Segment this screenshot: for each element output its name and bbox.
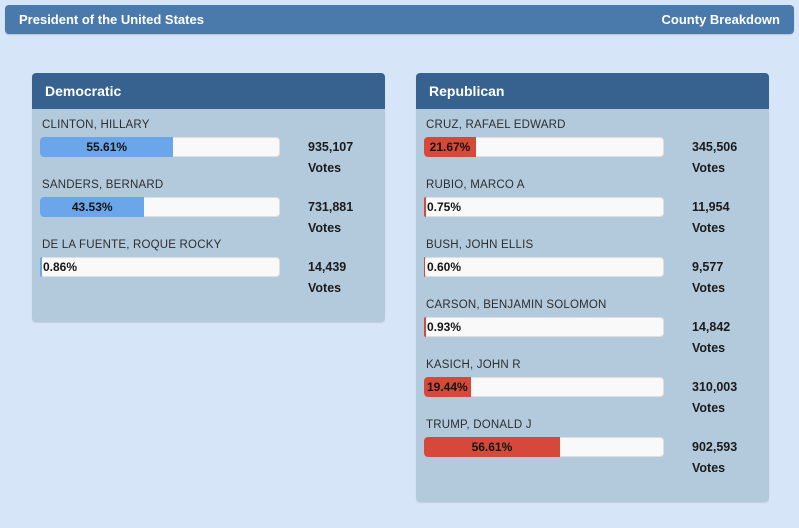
bar-fill (424, 377, 471, 397)
votes-block: 14,439 Votes (308, 257, 346, 299)
county-breakdown-button[interactable]: County Breakdown (661, 12, 780, 27)
candidate-result-row: 56.61% 902,593 Votes (424, 437, 761, 479)
candidate-name: DE LA FUENTE, ROQUE ROCKY (42, 239, 222, 251)
contest-title: President of the United States (19, 12, 204, 27)
candidate-row: BUSH, JOHN ELLIS 0.60% 9,577 Votes (424, 237, 761, 297)
votes-word: Votes (692, 401, 726, 415)
candidate-name: CLINTON, HILLARY (42, 119, 150, 131)
votes-block: 935,107 Votes (308, 137, 353, 179)
vote-share-bar: 0.86% (40, 257, 280, 277)
panel-title: Republican (429, 83, 505, 99)
candidate-name: TRUMP, DONALD J (426, 419, 532, 431)
candidate-name: RUBIO, MARCO A (426, 179, 525, 191)
votes-block: 731,881 Votes (308, 197, 353, 239)
bar-percent-label: 0.75% (427, 200, 462, 214)
candidate-result-row: 21.67% 345,506 Votes (424, 137, 761, 179)
bar-percent-label: 0.60% (427, 260, 462, 274)
panel-header: Democratic (32, 73, 385, 109)
votes-count: 9,577 (692, 260, 724, 274)
panel-header: Republican (416, 73, 769, 109)
bar-percent-label: 56.61% (471, 440, 513, 454)
vote-share-bar: 55.61% (40, 137, 280, 157)
votes-word: Votes (692, 461, 726, 475)
candidate-result-row: 0.93% 14,842 Votes (424, 317, 761, 359)
votes-word: Votes (308, 221, 342, 235)
votes-count: 14,439 (308, 260, 347, 274)
vote-share-bar: 0.60% (424, 257, 664, 277)
candidate-name: SANDERS, BERNARD (42, 179, 164, 191)
bar-fill (40, 137, 174, 157)
votes-count: 11,954 (692, 200, 730, 214)
votes-block: 11,954 Votes (692, 197, 730, 239)
candidate-row: KASICH, JOHN R 19.44% 310,003 Votes (424, 357, 761, 417)
votes-block: 14,842 Votes (692, 317, 730, 359)
votes-word: Votes (692, 221, 726, 235)
votes-word: Votes (308, 161, 342, 175)
democratic-panel: Democratic CLINTON, HILLARY 55.61% 935,1… (32, 73, 385, 322)
bar-fill (424, 257, 426, 277)
candidate-result-row: 43.53% 731,881 Votes (40, 197, 377, 239)
votes-word: Votes (692, 341, 726, 355)
candidate-row: DE LA FUENTE, ROQUE ROCKY 0.86% 14,439 V… (40, 237, 377, 297)
candidate-row: TRUMP, DONALD J 56.61% 902,593 Votes (424, 417, 761, 477)
republican-panel: Republican CRUZ, RAFAEL EDWARD 21.67% 34… (416, 73, 769, 502)
votes-count: 902,593 (692, 440, 738, 454)
bar-percent-label: 55.61% (86, 140, 128, 154)
contest-header-bar: President of the United States County Br… (5, 5, 794, 34)
candidate-row: CLINTON, HILLARY 55.61% 935,107 Votes (40, 117, 377, 177)
candidate-row: RUBIO, MARCO A 0.75% 11,954 Votes (424, 177, 761, 237)
vote-share-bar: 56.61% (424, 437, 664, 457)
vote-share-bar: 19.44% (424, 377, 664, 397)
candidate-row: CRUZ, RAFAEL EDWARD 21.67% 345,506 Votes (424, 117, 761, 177)
bar-percent-label: 19.44% (426, 380, 468, 394)
votes-block: 345,506 Votes (692, 137, 737, 179)
bar-percent-label: 43.53% (71, 200, 113, 214)
candidate-name: CARSON, BENJAMIN SOLOMON (426, 299, 607, 311)
bar-percent-label: 0.93% (427, 320, 462, 334)
bar-fill (40, 197, 145, 217)
party-panels: Democratic CLINTON, HILLARY 55.61% 935,1… (32, 73, 769, 502)
vote-share-bar: 21.67% (424, 137, 664, 157)
votes-count: 14,842 (692, 320, 731, 334)
candidate-name: BUSH, JOHN ELLIS (426, 239, 534, 251)
votes-block: 9,577 Votes (692, 257, 725, 299)
vote-share-bar: 0.93% (424, 317, 664, 337)
vote-share-bar: 43.53% (40, 197, 280, 217)
vote-share-bar: 0.75% (424, 197, 664, 217)
candidate-result-row: 55.61% 935,107 Votes (40, 137, 377, 179)
candidate-result-row: 0.60% 9,577 Votes (424, 257, 761, 299)
candidate-name: CRUZ, RAFAEL EDWARD (426, 119, 566, 131)
bar-percent-label: 21.67% (429, 140, 471, 154)
candidate-list: CLINTON, HILLARY 55.61% 935,107 Votes SA… (32, 109, 385, 322)
bar-fill (424, 137, 476, 157)
candidate-result-row: 19.44% 310,003 Votes (424, 377, 761, 419)
bar-fill (424, 437, 560, 457)
votes-block: 310,003 Votes (692, 377, 737, 419)
bar-fill (40, 257, 43, 277)
votes-count: 310,003 (692, 380, 738, 394)
candidate-list: CRUZ, RAFAEL EDWARD 21.67% 345,506 Votes… (416, 109, 769, 502)
page: President of the United States County Br… (0, 5, 799, 502)
candidate-name: KASICH, JOHN R (426, 359, 521, 371)
votes-count: 731,881 (308, 200, 354, 214)
candidate-row: SANDERS, BERNARD 43.53% 731,881 Votes (40, 177, 377, 237)
votes-count: 345,506 (692, 140, 738, 154)
votes-word: Votes (692, 281, 726, 295)
votes-count: 935,107 (308, 140, 354, 154)
bar-percent-label: 0.86% (43, 260, 78, 274)
votes-word: Votes (308, 281, 342, 295)
candidate-row: CARSON, BENJAMIN SOLOMON 0.93% 14,842 Vo… (424, 297, 761, 357)
votes-block: 902,593 Votes (692, 437, 737, 479)
candidate-result-row: 0.86% 14,439 Votes (40, 257, 377, 299)
candidate-result-row: 0.75% 11,954 Votes (424, 197, 761, 239)
bar-fill (424, 197, 426, 217)
votes-word: Votes (692, 161, 726, 175)
bar-fill (424, 317, 427, 337)
panel-title: Democratic (45, 83, 122, 99)
